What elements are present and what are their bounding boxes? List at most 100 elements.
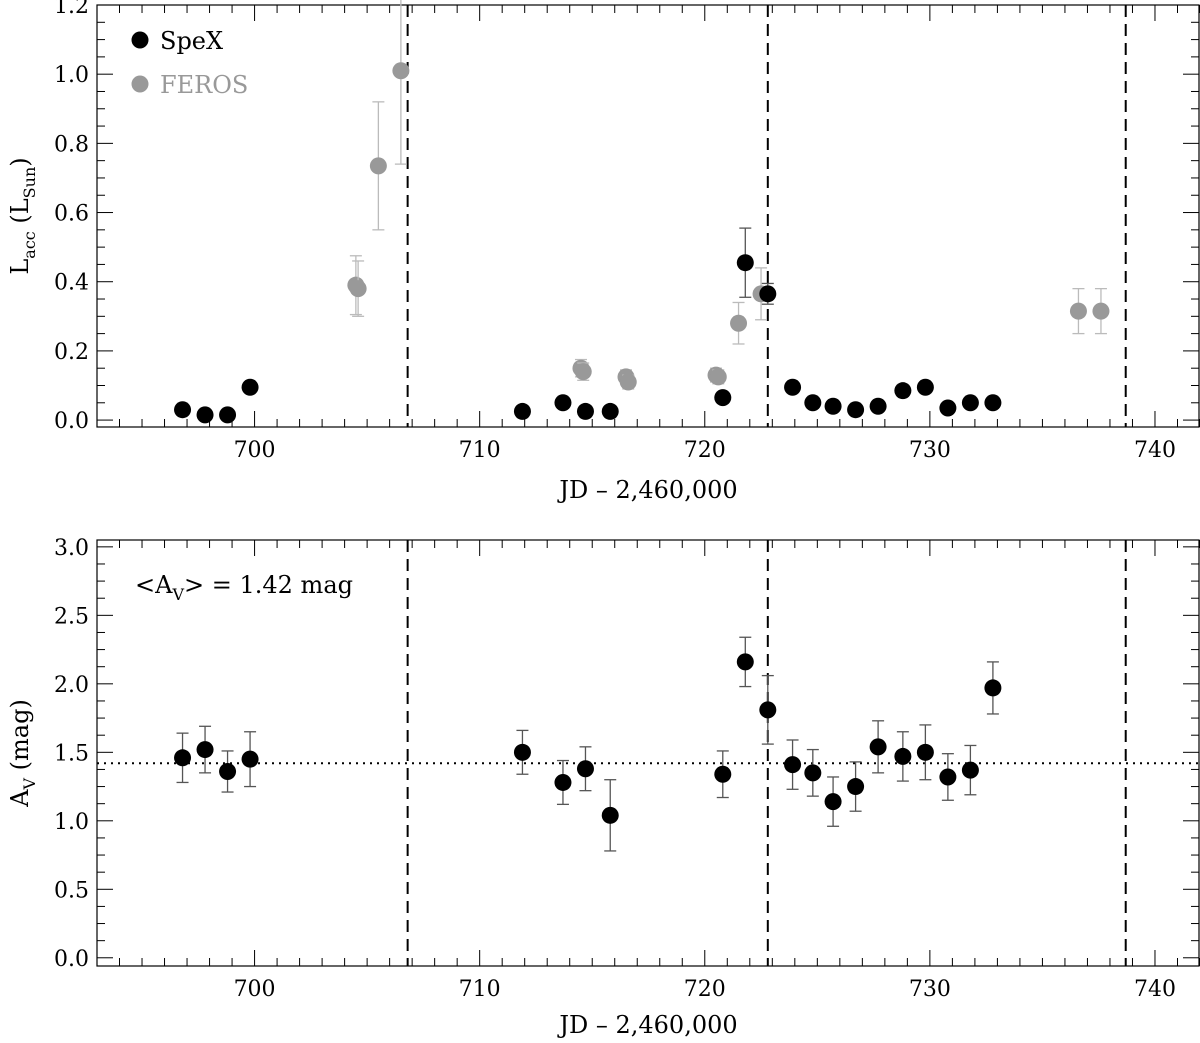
spex-data-point: [174, 401, 192, 419]
annotation-pre: <A: [135, 571, 173, 599]
spex-data-point: [513, 743, 531, 761]
feros-data-point: [574, 363, 592, 381]
x-axis-label: JD – 2,460,000: [556, 1011, 737, 1039]
x-tick-label: 700: [234, 438, 276, 463]
spex-data-point: [554, 773, 572, 791]
feros-data-point: [619, 373, 637, 391]
feros-data-point: [392, 62, 410, 80]
spex-data-point: [174, 749, 192, 767]
spex-data-point: [601, 806, 619, 824]
spex-data-point: [824, 793, 842, 811]
spex-data-point: [961, 394, 979, 412]
y-tick-label: 0.4: [54, 271, 89, 296]
spex-data-point: [984, 394, 1002, 412]
y-axis-label: Lacc (LSun): [6, 157, 39, 274]
y-axis-label: AV (mag): [6, 699, 39, 808]
y-tick-label: 1.5: [54, 741, 89, 766]
x-tick-label: 720: [684, 438, 726, 463]
spex-data-point: [804, 394, 822, 412]
x-tick-label: 740: [1134, 438, 1176, 463]
y-tick-label: 1.2: [54, 0, 89, 19]
spex-data-point: [824, 397, 842, 415]
y-axis-label-unit: (L: [6, 198, 34, 231]
spex-data-point: [939, 399, 957, 417]
legend-label-feros: FEROS: [160, 71, 248, 99]
x-tick-label: 740: [1134, 977, 1176, 1002]
feros-data-point: [709, 368, 727, 386]
y-axis-label-sub: acc: [20, 231, 39, 259]
spex-data-point: [736, 653, 754, 671]
spex-data-point: [847, 401, 865, 419]
mean-av-annotation: <AV> = 1.42 mag: [135, 571, 353, 604]
feros-data-point: [730, 314, 748, 332]
spex-data-point: [513, 402, 531, 420]
spex-data-point: [759, 285, 777, 303]
spex-data-point: [576, 402, 594, 420]
spex-data-point: [219, 762, 237, 780]
annotation-post: > = 1.42 mag: [184, 571, 353, 599]
y-tick-label: 0.5: [54, 878, 89, 903]
legend-marker-feros: [131, 75, 149, 93]
x-tick-label: 720: [684, 977, 726, 1002]
y-tick-label: 2.5: [54, 604, 89, 629]
spex-data-point: [784, 756, 802, 774]
y-tick-label: 1.0: [54, 63, 89, 88]
x-tick-label: 700: [234, 977, 276, 1002]
y-axis-label-unit-sub: Sun: [20, 167, 39, 199]
feros-data-point: [1069, 302, 1087, 320]
feros-data-point: [369, 157, 387, 175]
spex-data-point: [894, 382, 912, 400]
x-tick-label: 730: [909, 438, 951, 463]
y-tick-label: 1.0: [54, 810, 89, 835]
y-tick-label: 2.0: [54, 673, 89, 698]
legend-label-spex: SpeX: [160, 27, 223, 55]
spex-data-point: [939, 768, 957, 786]
y-axis-label-unit: (mag): [6, 699, 34, 778]
accretion-luminosity-panel: 700 710 720 730 740 0.0 0.2 0.4 0.6 0.8 1.0 1.2 JD –…: [6, 0, 1200, 504]
x-axis-label: JD – 2,460,000: [556, 476, 737, 504]
spex-data-point: [554, 394, 572, 412]
spex-data-point: [961, 761, 979, 779]
x-tick-label: 710: [459, 977, 501, 1002]
spex-data-point: [576, 760, 594, 778]
extinction-panel: 700 710 720 730 740 0.0 0.5 1.0 1.5 2.0 2.5 3.0 JD –…: [6, 536, 1200, 1039]
spex-data-point: [759, 701, 777, 719]
y-tick-label: 0.8: [54, 132, 89, 157]
spex-data-point: [241, 750, 259, 768]
plot-frame: [96, 539, 1200, 967]
x-tick-label: 710: [459, 438, 501, 463]
spex-data-point: [804, 764, 822, 782]
y-axis-label-unit-close: ): [6, 157, 34, 166]
spex-data-point: [736, 254, 754, 272]
spex-data-point: [714, 389, 732, 407]
spex-data-point: [714, 765, 732, 783]
feros-data-point: [349, 280, 367, 298]
spex-data-point: [241, 378, 259, 396]
spex-data-point: [869, 738, 887, 756]
spex-data-point: [847, 778, 865, 796]
y-axis-label-main: A: [6, 789, 34, 808]
spex-data-point: [894, 747, 912, 765]
annotation-sub: V: [171, 585, 184, 604]
legend-marker-spex: [131, 31, 149, 49]
y-axis-label-sub: V: [20, 778, 39, 791]
spex-data-point: [196, 406, 214, 424]
plot-frame: [96, 4, 1200, 428]
spex-data-point: [784, 378, 802, 396]
y-tick-label: 0.0: [54, 409, 89, 434]
spex-data-point: [916, 378, 934, 396]
y-tick-label: 0.0: [54, 947, 89, 972]
spex-data-point: [219, 406, 237, 424]
y-tick-label: 0.2: [54, 340, 89, 365]
y-tick-label: 3.0: [54, 536, 89, 561]
spex-data-point: [916, 743, 934, 761]
spex-data-point: [869, 397, 887, 415]
y-tick-label: 0.6: [54, 202, 89, 227]
feros-data-point: [1092, 302, 1110, 320]
spex-data-point: [984, 679, 1002, 697]
y-axis-label-main: L: [6, 259, 34, 275]
spex-data-point: [196, 741, 214, 759]
spex-data-point: [601, 402, 619, 420]
x-tick-label: 730: [909, 977, 951, 1002]
